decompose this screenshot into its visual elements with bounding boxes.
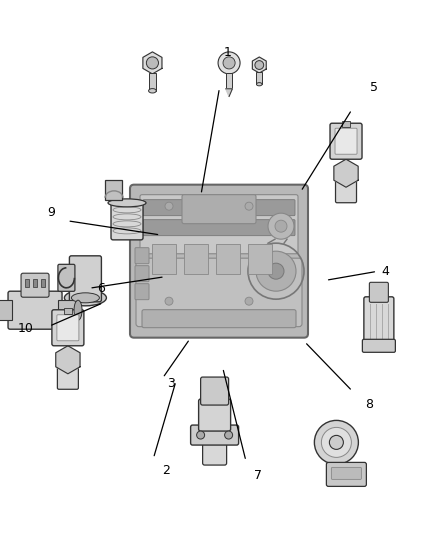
FancyBboxPatch shape: [191, 425, 239, 445]
FancyBboxPatch shape: [336, 172, 357, 203]
Text: 2: 2: [162, 464, 170, 477]
Text: 10: 10: [18, 322, 33, 335]
Bar: [64, 308, 72, 314]
Polygon shape: [334, 159, 358, 187]
FancyBboxPatch shape: [143, 200, 295, 216]
FancyBboxPatch shape: [130, 184, 308, 338]
FancyBboxPatch shape: [57, 315, 79, 341]
FancyBboxPatch shape: [21, 273, 49, 297]
FancyBboxPatch shape: [57, 358, 78, 389]
FancyBboxPatch shape: [69, 256, 102, 302]
Ellipse shape: [74, 300, 82, 320]
Circle shape: [268, 263, 284, 279]
Circle shape: [329, 435, 343, 449]
Circle shape: [223, 57, 235, 69]
Circle shape: [165, 202, 173, 210]
Bar: [25, 279, 29, 287]
Text: 8: 8: [365, 398, 373, 410]
FancyBboxPatch shape: [326, 463, 366, 487]
FancyBboxPatch shape: [142, 310, 296, 328]
Circle shape: [245, 202, 253, 210]
FancyBboxPatch shape: [136, 258, 302, 327]
Polygon shape: [226, 89, 233, 96]
FancyBboxPatch shape: [330, 123, 362, 159]
FancyBboxPatch shape: [332, 467, 361, 479]
Circle shape: [218, 52, 240, 74]
Bar: [342, 121, 350, 127]
FancyBboxPatch shape: [203, 439, 226, 465]
FancyBboxPatch shape: [135, 284, 149, 300]
Ellipse shape: [257, 83, 262, 86]
FancyBboxPatch shape: [364, 297, 394, 346]
Polygon shape: [143, 52, 162, 74]
Circle shape: [255, 61, 264, 69]
FancyBboxPatch shape: [143, 220, 295, 236]
Circle shape: [146, 57, 159, 69]
FancyBboxPatch shape: [201, 377, 229, 405]
Circle shape: [225, 431, 233, 439]
FancyBboxPatch shape: [362, 340, 396, 352]
Ellipse shape: [64, 290, 106, 306]
FancyBboxPatch shape: [135, 248, 149, 264]
Text: 3: 3: [167, 377, 175, 390]
FancyBboxPatch shape: [140, 195, 298, 254]
Bar: [248, 244, 272, 273]
Text: 9: 9: [48, 206, 56, 219]
Circle shape: [275, 220, 287, 232]
FancyBboxPatch shape: [369, 282, 389, 302]
FancyBboxPatch shape: [182, 195, 256, 224]
FancyBboxPatch shape: [52, 310, 84, 346]
FancyBboxPatch shape: [111, 201, 143, 240]
FancyBboxPatch shape: [335, 128, 357, 154]
Polygon shape: [56, 346, 80, 374]
Bar: [0, 300, 12, 320]
Polygon shape: [105, 180, 122, 200]
Circle shape: [245, 297, 253, 305]
Bar: [33, 279, 37, 287]
FancyBboxPatch shape: [58, 264, 75, 292]
Circle shape: [314, 421, 358, 464]
Bar: [41, 279, 45, 287]
Text: 5: 5: [371, 82, 378, 94]
Ellipse shape: [148, 88, 156, 93]
FancyBboxPatch shape: [198, 399, 231, 431]
Circle shape: [197, 431, 205, 439]
Bar: [148, 73, 156, 91]
Text: 7: 7: [254, 469, 262, 482]
Circle shape: [256, 251, 296, 291]
Circle shape: [321, 427, 351, 457]
Text: 1: 1: [224, 46, 232, 59]
FancyBboxPatch shape: [135, 265, 149, 281]
Bar: [58, 300, 78, 320]
Ellipse shape: [71, 293, 99, 303]
Bar: [226, 73, 233, 89]
Bar: [184, 244, 208, 273]
Ellipse shape: [108, 199, 146, 207]
FancyBboxPatch shape: [8, 291, 62, 329]
Bar: [257, 72, 262, 84]
Text: 4: 4: [381, 265, 389, 278]
Polygon shape: [252, 57, 266, 73]
Circle shape: [268, 213, 294, 239]
Bar: [152, 244, 176, 273]
Text: 6: 6: [97, 282, 105, 295]
Circle shape: [165, 297, 173, 305]
Bar: [216, 244, 240, 273]
